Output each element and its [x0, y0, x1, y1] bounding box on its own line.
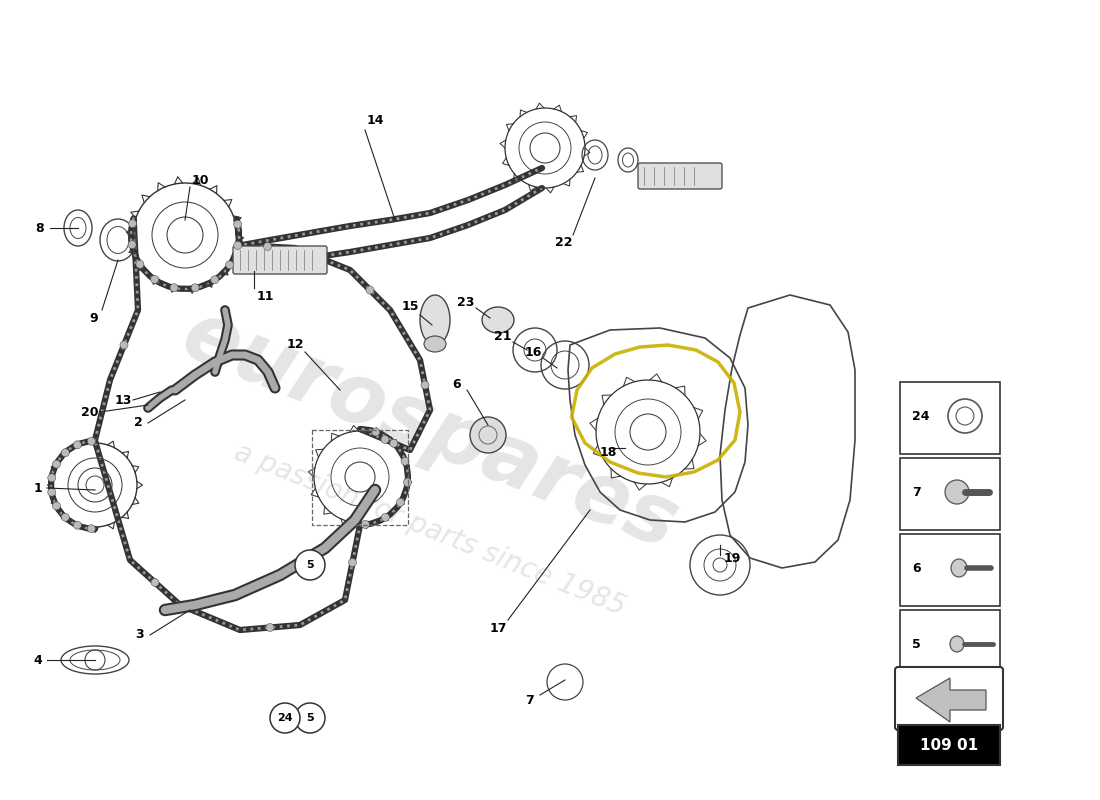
Circle shape: [87, 525, 96, 533]
Text: 5: 5: [912, 638, 921, 650]
Ellipse shape: [424, 336, 446, 352]
Circle shape: [129, 219, 136, 227]
Text: 24: 24: [277, 713, 293, 723]
Text: 20: 20: [81, 406, 99, 418]
Text: 14: 14: [366, 114, 384, 126]
Circle shape: [361, 520, 370, 528]
Circle shape: [53, 502, 60, 510]
Text: 8: 8: [35, 222, 44, 234]
Circle shape: [470, 417, 506, 453]
Bar: [898, 725, 1000, 765]
FancyBboxPatch shape: [233, 246, 327, 274]
Circle shape: [151, 578, 160, 586]
FancyBboxPatch shape: [895, 667, 1003, 730]
Bar: [900, 534, 1000, 606]
Text: 17: 17: [490, 622, 507, 634]
Circle shape: [389, 439, 398, 447]
Circle shape: [74, 441, 81, 449]
Circle shape: [945, 480, 969, 504]
Text: 11: 11: [256, 290, 274, 302]
Circle shape: [266, 623, 274, 631]
Text: 6: 6: [453, 378, 461, 390]
Circle shape: [62, 514, 69, 522]
Circle shape: [421, 381, 429, 389]
Text: 16: 16: [525, 346, 541, 358]
Text: 12: 12: [286, 338, 304, 350]
Circle shape: [47, 488, 56, 496]
Text: eurospares: eurospares: [170, 294, 690, 566]
Text: 7: 7: [912, 486, 921, 498]
Text: 2: 2: [133, 417, 142, 430]
Bar: [900, 382, 1000, 454]
Text: 3: 3: [135, 629, 144, 642]
Circle shape: [62, 449, 69, 457]
Bar: [900, 458, 1000, 530]
Circle shape: [191, 284, 199, 292]
Circle shape: [295, 703, 324, 733]
Circle shape: [87, 438, 96, 446]
Text: 13: 13: [114, 394, 132, 406]
Polygon shape: [916, 678, 986, 722]
Text: 22: 22: [556, 235, 573, 249]
Circle shape: [47, 474, 56, 482]
Circle shape: [264, 242, 272, 250]
Bar: [898, 725, 1000, 765]
Text: 18: 18: [600, 446, 617, 459]
Circle shape: [128, 241, 136, 249]
Text: 7: 7: [526, 694, 535, 706]
Circle shape: [136, 260, 144, 268]
Text: 5: 5: [306, 560, 313, 570]
Text: 109 01: 109 01: [920, 738, 978, 753]
Text: 1: 1: [34, 482, 43, 494]
Bar: [312, 430, 408, 525]
Text: 21: 21: [494, 330, 512, 342]
Text: 5: 5: [306, 713, 313, 723]
Circle shape: [382, 514, 389, 522]
Text: 15: 15: [402, 301, 419, 314]
Circle shape: [226, 261, 233, 269]
Circle shape: [53, 460, 60, 468]
Circle shape: [349, 558, 356, 566]
Text: 9: 9: [90, 311, 98, 325]
Circle shape: [151, 275, 158, 283]
Circle shape: [366, 286, 374, 294]
Text: 24: 24: [912, 410, 930, 422]
Text: 19: 19: [724, 551, 740, 565]
Text: 23: 23: [458, 295, 475, 309]
Ellipse shape: [420, 295, 450, 345]
Circle shape: [233, 220, 242, 228]
Circle shape: [295, 550, 324, 580]
FancyBboxPatch shape: [638, 163, 722, 189]
Circle shape: [211, 276, 219, 284]
Text: 6: 6: [912, 562, 921, 574]
Circle shape: [381, 435, 389, 443]
Bar: [900, 610, 1000, 682]
Circle shape: [402, 458, 409, 466]
Ellipse shape: [482, 307, 514, 333]
Circle shape: [170, 284, 178, 292]
Ellipse shape: [950, 636, 964, 652]
Circle shape: [233, 242, 242, 250]
Text: 4: 4: [34, 654, 43, 666]
Circle shape: [120, 341, 128, 349]
Circle shape: [270, 703, 300, 733]
Text: a passion for parts since 1985: a passion for parts since 1985: [230, 438, 630, 622]
Circle shape: [74, 521, 81, 529]
Circle shape: [404, 478, 411, 486]
Circle shape: [372, 428, 379, 436]
Circle shape: [396, 498, 405, 506]
Text: 10: 10: [191, 174, 209, 186]
Ellipse shape: [952, 559, 967, 577]
